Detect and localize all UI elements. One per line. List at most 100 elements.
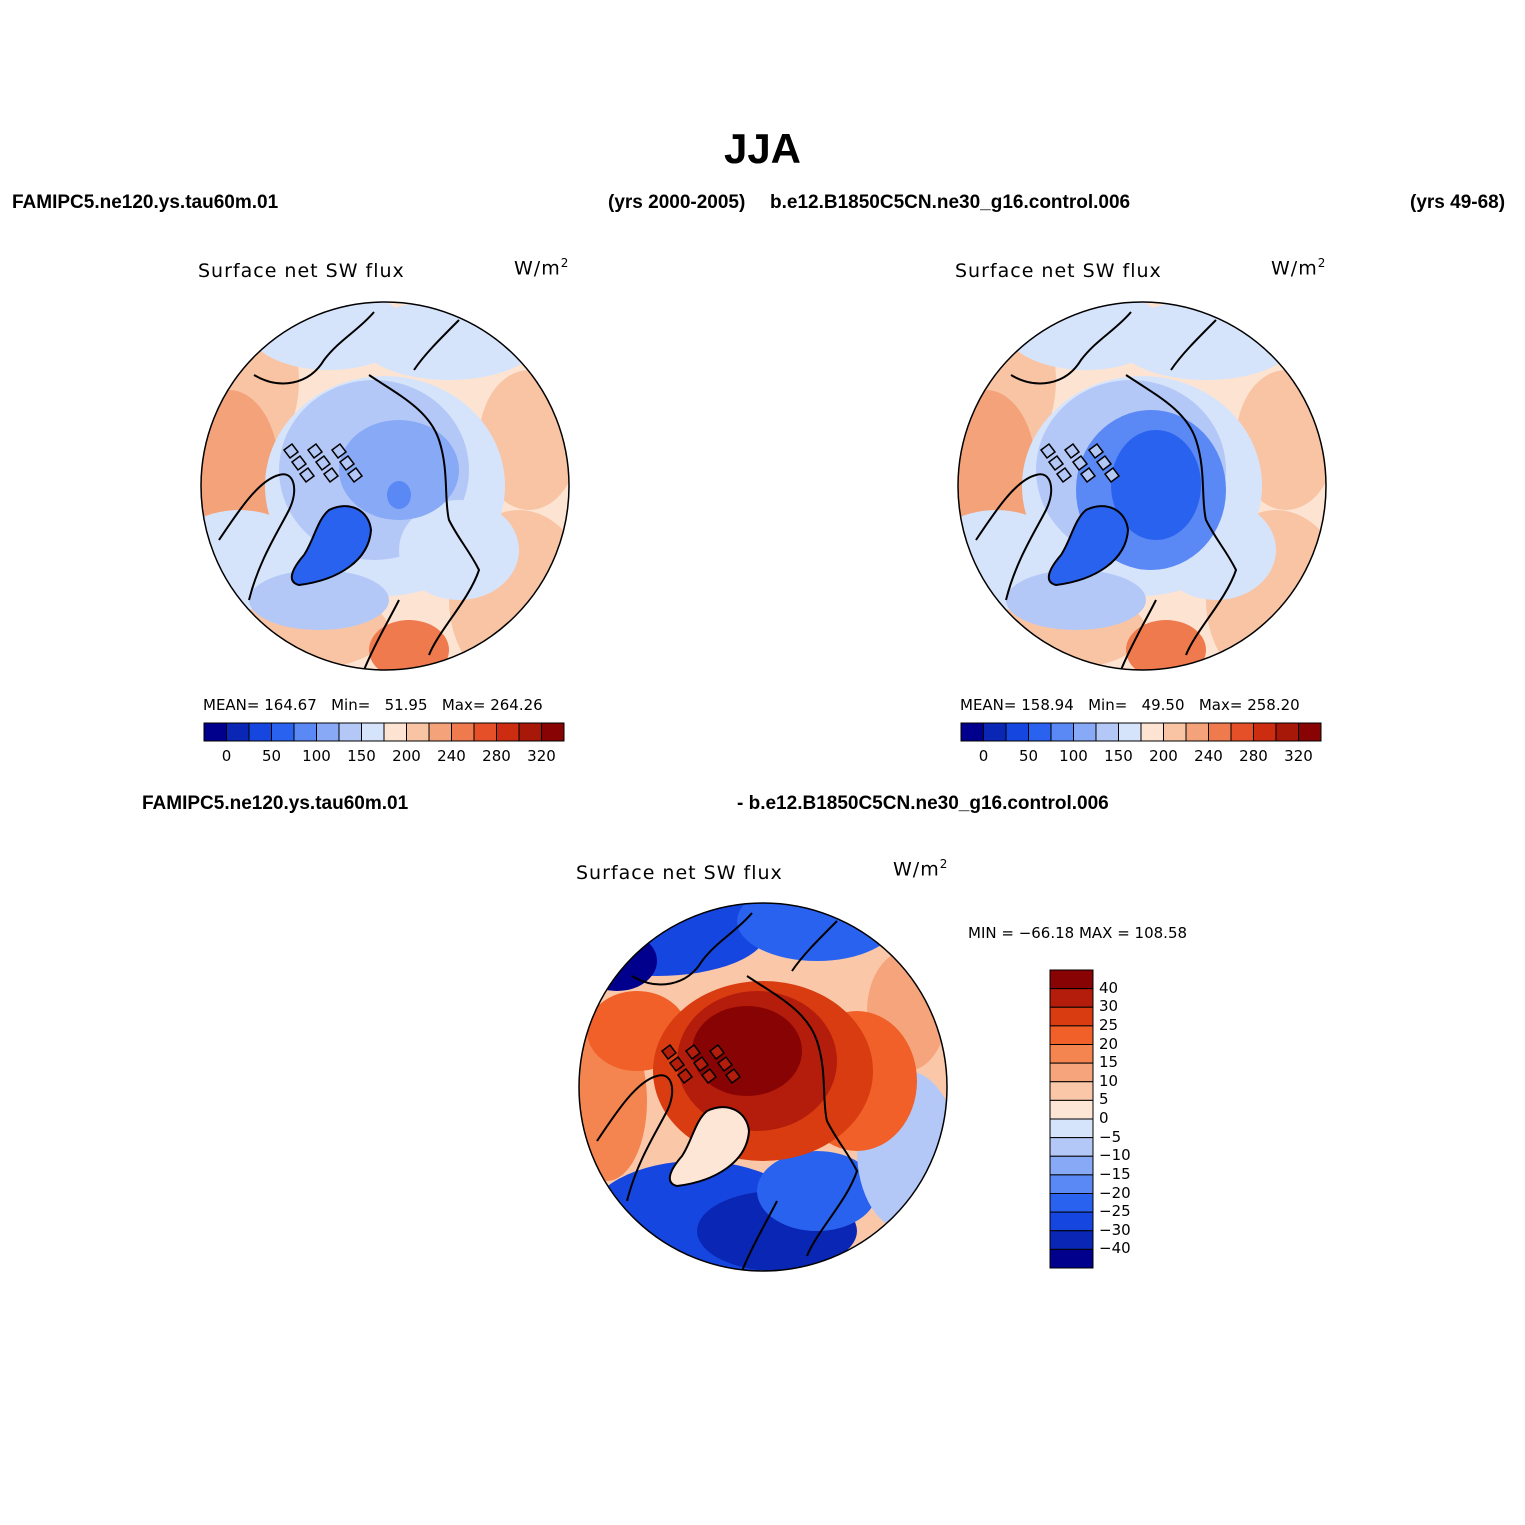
field-contour (387, 481, 411, 509)
greenland-coast (1047, 505, 1130, 587)
right-case-name: b.e12.B1850C5CN.ne30_g16.control.006 (770, 192, 1131, 213)
diff-contour (757, 1151, 877, 1231)
coastline (1120, 599, 1157, 670)
colorbar-box (406, 722, 430, 742)
field-contour (249, 570, 389, 630)
colorbar-tick-label: −5 (1099, 1127, 1122, 1146)
colorbar-tick-label: −10 (1099, 1146, 1131, 1165)
island-coast (298, 466, 316, 484)
colorbar-panel-2 (960, 722, 1322, 742)
left-case-name: FAMIPC5.ne120.ys.tau60m.01 (12, 192, 279, 213)
island-coast (290, 454, 308, 472)
colorbar-box (983, 722, 1007, 742)
panel-2-max: 258.20 (1247, 696, 1300, 714)
panel-1-stats: MEAN= 164.67 Min= 51.95 Max= 264.26 (203, 696, 543, 714)
map-boundary (957, 301, 1327, 671)
map-panel-diff (578, 902, 948, 1272)
colorbar-tick-label: 150 (347, 747, 376, 765)
colorbar-tick-label: 150 (1104, 747, 1133, 765)
panel-2-stats: MEAN= 158.94 Min= 49.50 Max= 258.20 (960, 696, 1300, 714)
field-contour (339, 420, 459, 520)
colorbar-box (428, 722, 452, 742)
colorbar-box (1208, 722, 1232, 742)
colorbar-tick-label: −30 (1099, 1220, 1131, 1239)
colorbar-box (1230, 722, 1254, 742)
map-boundary (578, 902, 948, 1272)
colorbar-tick-label: 240 (437, 747, 466, 765)
panel-1-min: 51.95 (384, 696, 428, 714)
colorbar-tick-label: 200 (392, 747, 421, 765)
panel-2-title: Surface net SW flux (955, 260, 1162, 282)
island-coast (692, 1055, 710, 1073)
colorbar-box (226, 722, 250, 742)
colorbar-box (518, 722, 542, 742)
island-coast (700, 1067, 718, 1085)
panel-2-min: 49.50 (1141, 696, 1185, 714)
colorbar-box (1049, 1155, 1094, 1176)
island-coast (676, 1067, 694, 1085)
island-coast (1039, 442, 1057, 460)
colorbar-tick-label: 0 (978, 747, 989, 765)
colorbar-box (1049, 988, 1094, 1008)
panel-1-title: Surface net SW flux (198, 260, 405, 282)
island-coast (1055, 466, 1073, 484)
panel-1-min-label: Min= (331, 696, 371, 714)
colorbar-box (1049, 1118, 1094, 1139)
coastline (746, 975, 859, 1257)
colorbar-tick-label: 50 (1018, 747, 1039, 765)
colorbar-tick-label: 15 (1099, 1053, 1119, 1072)
island-coast (1079, 466, 1097, 484)
island-coast (1087, 442, 1105, 460)
island-coast (1095, 454, 1113, 472)
colorbar-box (451, 722, 475, 742)
panel-2-max-label: Max= (1198, 696, 1243, 714)
colorbar-box (1253, 722, 1277, 742)
colorbar-box (338, 722, 362, 742)
coastline (975, 473, 1053, 601)
map-boundary (200, 301, 570, 671)
island-coast (330, 442, 348, 460)
colorbar-box (271, 722, 295, 742)
colorbar-tick-label: 20 (1099, 1034, 1119, 1053)
coastline (1125, 374, 1238, 656)
colorbar-tick-label: 30 (1099, 997, 1119, 1016)
colorbar-tick-label: 0 (221, 747, 232, 765)
colorbar-box (1073, 722, 1097, 742)
coastline (413, 319, 460, 371)
colorbar-box (1049, 1174, 1094, 1194)
island-coast (716, 1055, 734, 1073)
island-coast (1103, 466, 1121, 484)
colorbar-tick-label: −20 (1099, 1183, 1131, 1202)
diff-left-case: FAMIPC5.ne120.ys.tau60m.01 (142, 793, 409, 814)
colorbar-box (1163, 722, 1187, 742)
colorbar-box (1298, 722, 1322, 742)
colorbar-tick-label: −15 (1099, 1164, 1131, 1183)
colorbar-tick-label: 0 (1099, 1109, 1109, 1127)
colorbar-box (1275, 722, 1299, 742)
coastline (791, 920, 838, 972)
colorbar-tick-label: 320 (527, 747, 556, 765)
colorbar-box (383, 722, 407, 742)
island-coast (314, 454, 332, 472)
panel-3-units: W/m2 (893, 857, 949, 881)
coastline (363, 599, 400, 670)
island-coast (668, 1055, 686, 1073)
colorbar-tick-label: 25 (1099, 1015, 1119, 1034)
colorbar-tick-label: 320 (1284, 747, 1313, 765)
coastline (1170, 319, 1217, 371)
colorbar-tick-label: 200 (1149, 747, 1178, 765)
colorbar-box (1049, 969, 1094, 990)
colorbar-panel-1 (203, 722, 565, 742)
colorbar-box (1049, 1062, 1094, 1083)
island-coast (346, 466, 364, 484)
field-contour (399, 500, 519, 600)
panel-2-mean: 158.94 (1021, 696, 1074, 714)
colorbar-box (1049, 1006, 1094, 1027)
field-contour (369, 620, 449, 670)
coastline (218, 473, 296, 601)
colorbar-box (293, 722, 317, 742)
greenland-coast (668, 1106, 751, 1188)
colorbar-box (1049, 1230, 1094, 1250)
colorbar-box (1049, 1193, 1094, 1213)
colorbar-box (1049, 1099, 1094, 1120)
